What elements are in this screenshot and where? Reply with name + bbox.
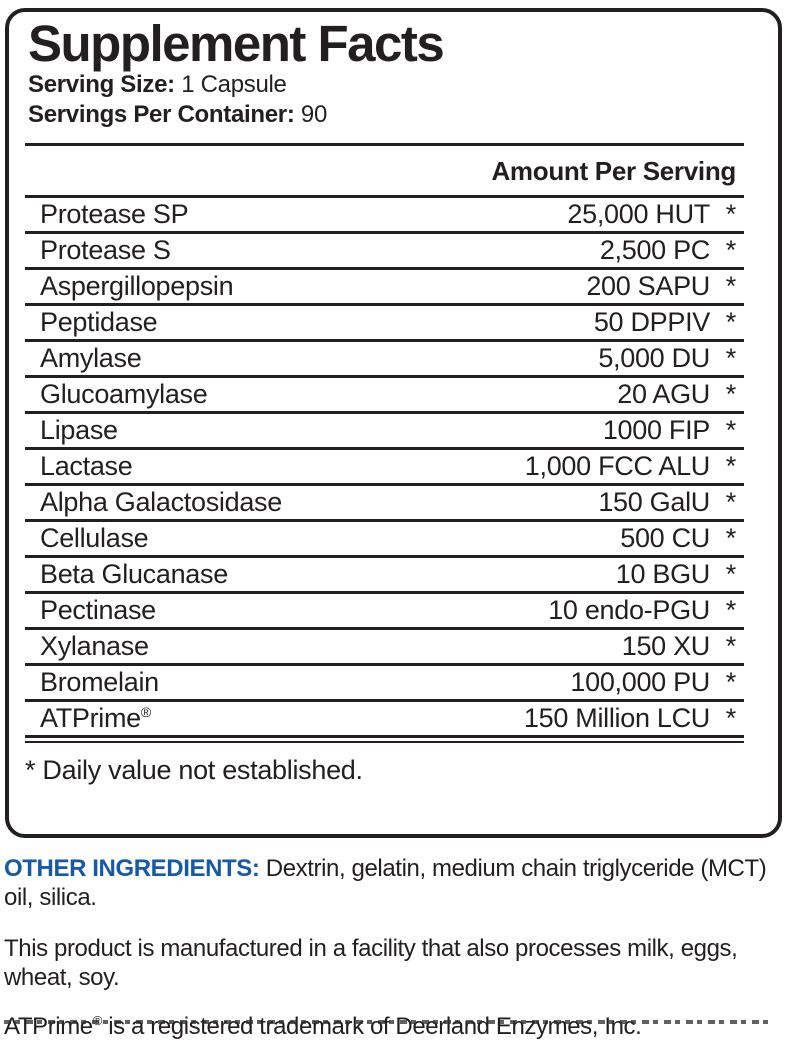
servings-per-container-label: Servings Per Container: — [28, 101, 295, 129]
ingredient-name: Cellulase — [40, 522, 149, 553]
ingredient-amount: 100,000 PU — [570, 666, 710, 697]
trademark-rest: is a registered trademark of Deerland En… — [108, 1013, 642, 1040]
ingredient-rows: Protease SP 25,000 HUT * Protease S 2,500 PC… — [25, 194, 744, 735]
ingredient-amount: 200 SAPU — [586, 270, 710, 301]
daily-value-asterisk: * — [725, 342, 737, 373]
serving-size-label: Serving Size: — [28, 71, 175, 99]
other-ingredients-text: Dextrin, gelatin, medium chain triglycer… — [4, 855, 767, 911]
ingredient-name: Lipase — [40, 414, 118, 445]
ingredient-name: Alpha Galactosidase — [40, 486, 282, 517]
supplement-facts-panel: Supplement Facts Serving Size: 1 Capsule… — [5, 8, 782, 838]
ingredient-name: Peptidase — [40, 306, 158, 337]
ingredient-row: ATPrime® 150 Million LCU * — [25, 698, 744, 735]
daily-value-asterisk: * — [725, 414, 737, 445]
ingredient-name: Bromelain — [40, 666, 159, 697]
daily-value-asterisk: * — [725, 666, 737, 697]
label-footer-text: OTHER INGREDIENTS: Dextrin, gelatin, med… — [4, 854, 785, 1041]
panel-header: Supplement Facts Serving Size: 1 Capsule… — [28, 15, 756, 130]
servings-per-container-value: 90 — [300, 101, 327, 129]
serving-size-line: Serving Size: 1 Capsule — [28, 70, 756, 100]
daily-value-asterisk: * — [725, 234, 737, 265]
amount-per-serving-header: Amount Per Serving — [25, 143, 744, 195]
daily-value-asterisk: * — [725, 270, 737, 301]
ingredient-amount: 25,000 HUT — [567, 198, 710, 229]
ingredient-name: Protease SP — [40, 198, 189, 229]
ingredient-name: Aspergillopepsin — [40, 270, 234, 301]
daily-value-asterisk: * — [725, 522, 737, 553]
daily-value-asterisk: * — [725, 486, 737, 517]
ingredient-row: Protease S 2,500 PC * — [25, 230, 744, 267]
ingredient-name: Amylase — [40, 342, 142, 373]
ingredient-name: Pectinase — [40, 594, 156, 625]
daily-value-asterisk: * — [725, 594, 737, 625]
ingredients-table: Amount Per Serving Protease SP 25,000 HUT… — [25, 143, 744, 743]
trademark-brand: ATPrime — [4, 1013, 93, 1040]
daily-value-footnote: * Daily value not established. — [25, 754, 363, 785]
ingredient-row: Beta Glucanase 10 BGU * — [25, 554, 744, 591]
ingredient-name: Xylanase — [40, 630, 149, 661]
ingredient-row: Lipase 1000 FIP * — [25, 410, 744, 447]
ingredient-amount: 10 endo-PGU — [548, 594, 710, 625]
daily-value-asterisk: * — [725, 306, 737, 337]
ingredient-amount: 5,000 DU — [598, 342, 710, 373]
other-ingredients-paragraph: OTHER INGREDIENTS: Dextrin, gelatin, med… — [4, 854, 785, 912]
ingredient-row: Protease SP 25,000 HUT * — [25, 194, 744, 231]
ingredient-row: Bromelain 100,000 PU * — [25, 662, 744, 699]
daily-value-asterisk: * — [725, 198, 737, 229]
ingredient-name: Glucoamylase — [40, 378, 208, 409]
daily-value-asterisk: * — [725, 630, 737, 661]
daily-value-asterisk: * — [725, 558, 737, 589]
ingredient-row: Alpha Galactosidase 150 GalU * — [25, 482, 744, 519]
ingredient-amount: 20 AGU — [617, 378, 710, 409]
ingredient-amount: 150 GalU — [598, 486, 710, 517]
ingredient-row: Pectinase 10 endo-PGU * — [25, 590, 744, 627]
ingredient-amount: 150 Million LCU — [523, 702, 710, 733]
ingredient-row: Glucoamylase 20 AGU * — [25, 374, 744, 411]
servings-per-container-line: Servings Per Container: 90 — [28, 100, 756, 130]
daily-value-asterisk: * — [725, 450, 737, 481]
ingredient-amount: 500 CU — [620, 522, 710, 553]
panel-title: Supplement Facts — [28, 15, 445, 72]
allergen-statement: This product is manufactured in a facili… — [4, 935, 738, 991]
ingredient-name: ATPrime® — [40, 702, 151, 733]
ingredient-amount: 10 BGU — [615, 558, 711, 589]
ingredient-name: Beta Glucanase — [40, 558, 228, 589]
daily-value-asterisk: * — [725, 702, 737, 733]
ingredient-name: Protease S — [40, 234, 171, 265]
ingredient-amount: 50 DPPIV — [593, 306, 710, 337]
ingredient-amount: 150 XU — [621, 630, 711, 661]
table-end-double-rule — [25, 734, 744, 743]
ingredient-amount: 1,000 FCC ALU — [524, 450, 711, 481]
ingredient-row: Aspergillopepsin 200 SAPU * — [25, 266, 744, 303]
registered-mark-icon: ® — [140, 703, 151, 720]
cropped-text-remnant — [4, 1020, 772, 1024]
ingredient-row: Cellulase 500 CU * — [25, 518, 744, 555]
ingredient-row: Xylanase 150 XU * — [25, 626, 744, 663]
serving-size-value: 1 Capsule — [181, 71, 287, 99]
other-ingredients-label: OTHER INGREDIENTS: — [4, 855, 260, 882]
ingredient-name: Lactase — [40, 450, 133, 481]
ingredient-row: Lactase 1,000 FCC ALU * — [25, 446, 744, 483]
ingredient-row: Amylase 5,000 DU * — [25, 338, 744, 375]
ingredient-amount: 2,500 PC — [599, 234, 710, 265]
ingredient-row: Peptidase 50 DPPIV * — [25, 302, 744, 339]
trademark-statement: ATPrime® is a registered trademark of De… — [4, 1012, 785, 1041]
daily-value-asterisk: * — [725, 378, 737, 409]
ingredient-amount: 1000 FIP — [602, 414, 710, 445]
